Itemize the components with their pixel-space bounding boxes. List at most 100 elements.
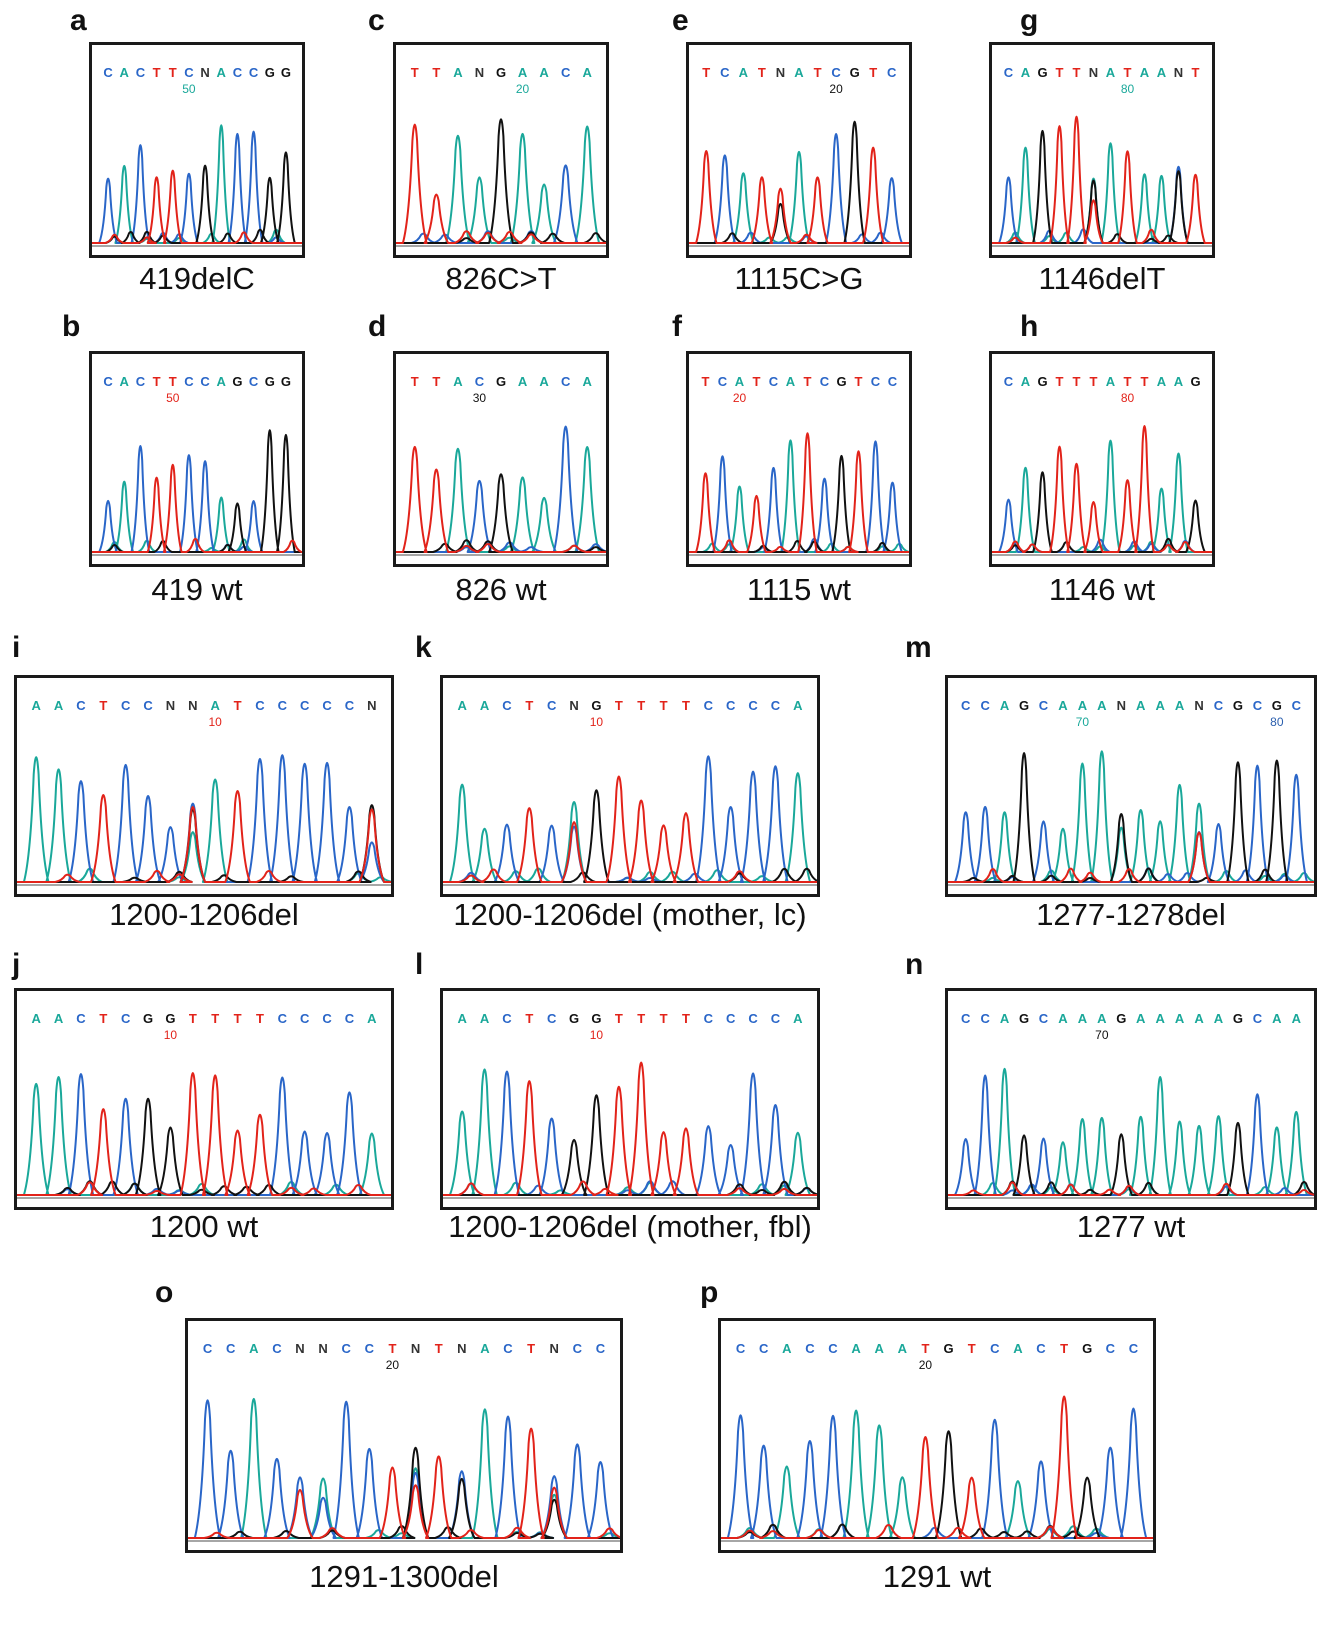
chromatogram-plot: A A C T C C N N A T C C C C C N10 bbox=[17, 698, 391, 886]
base-call-label: A bbox=[518, 374, 528, 389]
panel-caption: 826C>T bbox=[445, 261, 557, 296]
chromatogram-frame: C C A C N N C C T N T N A C T N C C 20 bbox=[185, 1318, 623, 1553]
base-call-label: G bbox=[1019, 698, 1029, 713]
panel-letter: f bbox=[672, 310, 682, 343]
base-call-label: C bbox=[103, 65, 113, 80]
base-call-label: C bbox=[561, 374, 571, 389]
base-call-label: A bbox=[1214, 1011, 1224, 1026]
base-call-label: C bbox=[502, 1011, 512, 1026]
panel-caption: 419 wt bbox=[151, 572, 243, 607]
base-call-label: A bbox=[539, 374, 549, 389]
base-call-label: C bbox=[805, 1341, 815, 1356]
base-call-label: C bbox=[980, 1011, 990, 1026]
chromatogram-frame: C A C T T C N A C C G G 50 bbox=[89, 42, 305, 258]
position-marker: 50 bbox=[182, 82, 196, 96]
base-call-label: C bbox=[121, 1011, 131, 1026]
base-call-label: A bbox=[457, 698, 467, 713]
base-call-label: A bbox=[1097, 1011, 1107, 1026]
position-marker: 20 bbox=[516, 82, 530, 96]
base-call-label: G bbox=[165, 1011, 175, 1026]
base-call-label: T bbox=[525, 698, 533, 713]
trace-T bbox=[188, 1427, 620, 1539]
base-call-label: C bbox=[736, 1341, 746, 1356]
chromatogram-plot: T C A T C A T C G T C C20 bbox=[689, 374, 909, 556]
position-marker: 10 bbox=[209, 715, 223, 729]
base-call-label: T bbox=[388, 1341, 396, 1356]
base-call-label: C bbox=[345, 1011, 355, 1026]
panel-caption: 1200-1206del (mother, lc) bbox=[453, 897, 807, 932]
base-call-label: N bbox=[457, 1341, 466, 1356]
base-call-label: G bbox=[1233, 1011, 1243, 1026]
panel-letter: h bbox=[1020, 310, 1039, 343]
panel-letter: l bbox=[415, 948, 424, 981]
position-marker: 20 bbox=[386, 1358, 400, 1372]
trace-G bbox=[948, 1121, 1314, 1196]
base-call-label: A bbox=[1157, 65, 1167, 80]
panel-letter: e bbox=[672, 4, 689, 37]
base-call-label: G bbox=[943, 1341, 953, 1356]
base-call-label: C bbox=[726, 1011, 736, 1026]
base-call-label: C bbox=[121, 698, 131, 713]
trace-T bbox=[689, 432, 909, 553]
base-call-label: A bbox=[1155, 1011, 1165, 1026]
base-call-label: C bbox=[1106, 1341, 1116, 1356]
position-marker: 10 bbox=[590, 1028, 604, 1042]
base-call-label: C bbox=[771, 1011, 781, 1026]
base-call-label: N bbox=[367, 698, 376, 713]
base-call-label: C bbox=[322, 698, 332, 713]
position-marker: 70 bbox=[1076, 715, 1090, 729]
base-call-label: A bbox=[31, 698, 41, 713]
position-marker: 80 bbox=[1121, 82, 1135, 96]
base-call-label: G bbox=[265, 374, 275, 389]
panel-letter: a bbox=[70, 4, 87, 37]
base-call-label: A bbox=[1140, 65, 1150, 80]
base-call-label: G bbox=[1233, 698, 1243, 713]
trace-C bbox=[92, 130, 302, 244]
trace-G bbox=[689, 454, 909, 553]
base-call-label: C bbox=[887, 65, 897, 80]
base-call-label: T bbox=[814, 65, 822, 80]
position-marker: 20 bbox=[829, 82, 843, 96]
chromatogram-plot: A A C T C N G T T T T C C C C A10 bbox=[443, 698, 817, 886]
base-call-label: A bbox=[217, 65, 227, 80]
base-call-label: A bbox=[782, 1341, 792, 1356]
base-call-label: G bbox=[1082, 1341, 1092, 1356]
base-call-label: C bbox=[278, 698, 288, 713]
trace-G bbox=[92, 429, 302, 553]
base-call-label: N bbox=[1117, 698, 1126, 713]
base-call-label: N bbox=[475, 65, 484, 80]
trace-G bbox=[92, 151, 302, 244]
base-call-label: G bbox=[1019, 1011, 1029, 1026]
base-call-label: C bbox=[828, 1341, 838, 1356]
panel-caption: 1115C>G bbox=[734, 261, 864, 296]
base-call-label: C bbox=[503, 1341, 513, 1356]
base-call-label: C bbox=[184, 374, 194, 389]
trace-C bbox=[443, 1070, 817, 1196]
base-call-label: C bbox=[136, 65, 146, 80]
base-call-label: T bbox=[615, 698, 623, 713]
base-call-label: A bbox=[1136, 698, 1146, 713]
base-call-label: C bbox=[203, 1341, 213, 1356]
base-call-label: T bbox=[1073, 65, 1081, 80]
base-call-label: N bbox=[569, 698, 578, 713]
base-call-label: A bbox=[1292, 1011, 1302, 1026]
base-call-label: A bbox=[1175, 698, 1185, 713]
base-call-label: T bbox=[169, 65, 177, 80]
base-call-label: C bbox=[1036, 1341, 1046, 1356]
trace-A bbox=[396, 125, 606, 244]
chromatogram-plot: A A C T C G G T T T T C C C C A10 bbox=[17, 1011, 391, 1199]
trace-T bbox=[92, 463, 302, 553]
trace-G bbox=[17, 804, 391, 883]
base-call-label: A bbox=[1174, 374, 1184, 389]
position-marker: 10 bbox=[590, 715, 604, 729]
base-call-label: T bbox=[527, 1341, 535, 1356]
base-call-label: T bbox=[153, 374, 161, 389]
base-call-label: T bbox=[804, 374, 812, 389]
base-call-label: A bbox=[1106, 374, 1116, 389]
base-call-label: T bbox=[1056, 65, 1064, 80]
panel-caption: 1200-1206del bbox=[109, 897, 299, 932]
trace-G bbox=[396, 118, 606, 244]
base-call-label: N bbox=[776, 65, 785, 80]
base-call-label: T bbox=[702, 65, 710, 80]
chromatogram-frame: C A C T T C C A G C G G 50 bbox=[89, 351, 305, 567]
